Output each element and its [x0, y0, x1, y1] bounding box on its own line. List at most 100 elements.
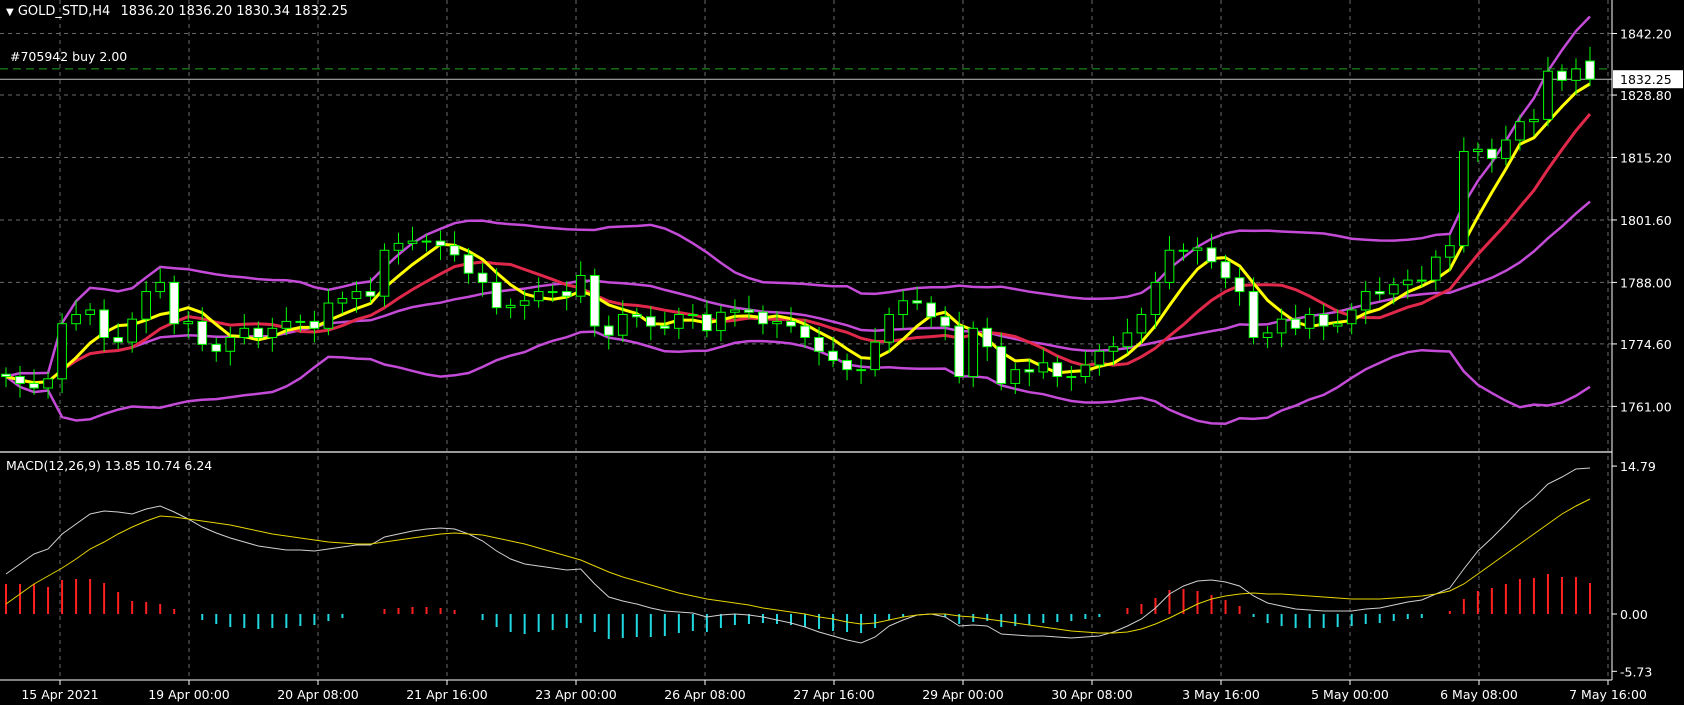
current-price-tag: [1613, 70, 1683, 89]
time-tick-label: 26 Apr 08:00: [664, 687, 746, 702]
bear-candle: [491, 281, 502, 309]
bear-candle: [309, 320, 320, 329]
bear-candle: [1024, 369, 1035, 373]
bull-candle: [1122, 332, 1133, 348]
bull-candle: [1430, 256, 1441, 281]
bull-candle: [1402, 279, 1413, 286]
bull-candle: [183, 320, 194, 325]
bear-candle: [1557, 70, 1567, 81]
bull-candle: [547, 291, 558, 294]
time-tick-label: 15 Apr 2021: [21, 687, 98, 702]
time-tick-label: 23 Apr 00:00: [535, 687, 617, 702]
bull-candle: [295, 320, 306, 323]
bull-candle: [1080, 364, 1091, 378]
bear-candle: [744, 309, 754, 313]
bear-candle: [982, 327, 993, 348]
bear-candle: [954, 325, 965, 378]
chart-header: ▼ GOLD_STD,H4 1836.20 1836.20 1830.34 18…: [6, 4, 348, 19]
bull-candle: [85, 309, 95, 316]
bear-candle: [912, 300, 922, 304]
bear-candle: [814, 337, 824, 352]
macd-main-line: [5, 467, 1591, 644]
bull-candle: [281, 320, 292, 329]
bull-candle: [1360, 291, 1371, 311]
bear-candle: [113, 337, 123, 343]
bull-candle: [716, 311, 726, 332]
ohlc-label: 1836.20 1836.20 1830.34 1832.25: [120, 4, 348, 19]
bear-candle: [603, 325, 614, 336]
bull-candle: [1332, 323, 1343, 327]
bull-candle: [393, 242, 404, 251]
price-tick-label: 1801.60: [1620, 213, 1672, 228]
bear-candle: [1487, 148, 1497, 159]
price-tick-label: 1774.60: [1620, 337, 1672, 352]
price-tick-label: 1828.80: [1620, 88, 1672, 103]
price-tick-label: 1815.20: [1620, 151, 1672, 166]
bear-candle: [1374, 291, 1385, 295]
bear-candle: [828, 350, 838, 361]
bull-candle: [141, 291, 152, 320]
bull-candle: [688, 314, 698, 317]
bear-candle: [253, 327, 264, 338]
bull-candle: [870, 341, 880, 371]
bull-candle: [225, 337, 236, 352]
price-tick-label: 1788.00: [1620, 275, 1672, 290]
price-tick-label: 1842.20: [1620, 27, 1672, 42]
bear-candle: [435, 240, 446, 247]
bull-candle: [1416, 279, 1427, 282]
bull-candle: [505, 304, 516, 309]
time-tick-label: 19 Apr 00:00: [148, 687, 230, 702]
bull-candle: [1444, 245, 1455, 258]
bull-candle: [379, 249, 390, 297]
bull-candle: [1276, 318, 1287, 334]
bull-candle: [421, 240, 432, 243]
bollinger-lower-line: [5, 330, 1591, 426]
bull-candle: [1108, 346, 1119, 352]
bull-candle: [127, 318, 138, 343]
bear-candle: [659, 325, 670, 329]
bull-candle: [57, 323, 67, 380]
bull-candle: [71, 314, 81, 325]
bear-candle: [1248, 291, 1259, 338]
macd-label: MACD(12,26,9) 13.85 10.74 6.24: [6, 458, 213, 473]
price-tick-label: 1761.00: [1620, 399, 1672, 414]
time-tick-label: 6 May 08:00: [1440, 687, 1518, 702]
time-tick-label: 7 May 16:00: [1569, 687, 1647, 702]
slow-ma-line: [5, 113, 1592, 385]
current-price-tag-label: 1832.25: [1620, 72, 1672, 87]
bear-candle: [15, 376, 25, 384]
bull-candle: [1529, 118, 1539, 123]
time-tick-label: 21 Apr 16:00: [406, 687, 488, 702]
bull-candle: [1094, 350, 1105, 366]
bull-candle: [1066, 376, 1077, 379]
bull-candle: [43, 378, 53, 389]
bear-candle: [449, 245, 460, 256]
bull-candle: [674, 314, 684, 329]
bear-candle: [926, 302, 937, 318]
collapse-triangle-icon[interactable]: ▼: [6, 7, 14, 18]
bear-candle: [1052, 362, 1063, 378]
bear-candle: [645, 316, 656, 327]
bull-candle: [1304, 314, 1315, 329]
bear-candle: [1, 373, 11, 378]
bull-candle: [1262, 332, 1273, 339]
bull-candle: [1010, 369, 1021, 384]
bear-candle: [1220, 261, 1231, 279]
bull-candle: [1346, 309, 1357, 325]
bear-candle: [169, 281, 180, 325]
bull-candle: [519, 300, 530, 306]
macd-signal-line: [5, 498, 1591, 634]
bull-candle: [533, 291, 544, 302]
bear-candle: [477, 272, 488, 283]
bull-candle: [1136, 314, 1147, 334]
bear-candle: [1206, 247, 1217, 263]
bull-candle: [337, 297, 348, 304]
time-tick-label: 20 Apr 08:00: [277, 687, 359, 702]
order-label: #705942 buy 2.00: [10, 49, 128, 64]
bull-candle: [575, 275, 586, 297]
bull-candle: [1388, 284, 1399, 295]
time-tick-label: 29 Apr 00:00: [922, 687, 1004, 702]
candles: [1, 46, 1595, 399]
bear-candle: [786, 320, 796, 327]
